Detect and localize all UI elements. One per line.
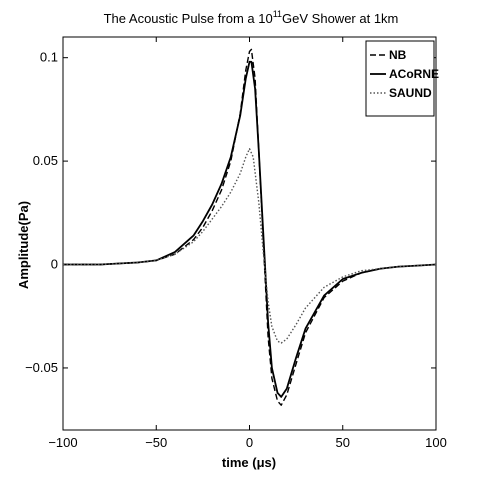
- chart-title: The Acoustic Pulse from a 1011GeV Shower…: [104, 9, 399, 26]
- legend-label-acorne: ACoRNE: [389, 67, 439, 81]
- series-line-saund: [63, 147, 437, 344]
- x-tick-label: 100: [425, 435, 447, 450]
- series-line-acorne: [63, 60, 437, 398]
- legend-label-nb: NB: [389, 48, 407, 62]
- y-tick-label: 0: [51, 257, 58, 272]
- y-axis-label: Amplitude(Pa): [16, 201, 31, 289]
- x-tick-label: −50: [145, 435, 167, 450]
- legend: NB ACoRNE SAUND: [365, 40, 439, 117]
- y-tick-label: 0.1: [40, 50, 58, 65]
- series-line-nb: [63, 48, 437, 406]
- legend-box: [365, 40, 435, 117]
- axis-ticks: −100 −50 0 50 100 −0.05 0 0.05 0.1: [25, 37, 447, 450]
- x-tick-label: 0: [246, 435, 253, 450]
- chart-title-superscript: 11: [273, 9, 282, 19]
- y-tick-label: −0.05: [25, 360, 58, 375]
- x-tick-label: 50: [336, 435, 350, 450]
- series-layer: [63, 48, 437, 406]
- chart-title-prefix: The Acoustic Pulse from a 10: [104, 11, 273, 26]
- x-axis-label: time (μs): [222, 455, 276, 470]
- legend-label-saund: SAUND: [389, 86, 432, 100]
- x-tick-label: −100: [48, 435, 77, 450]
- chart-title-suffix: GeV Shower at 1km: [282, 11, 398, 26]
- y-tick-label: 0.05: [33, 153, 58, 168]
